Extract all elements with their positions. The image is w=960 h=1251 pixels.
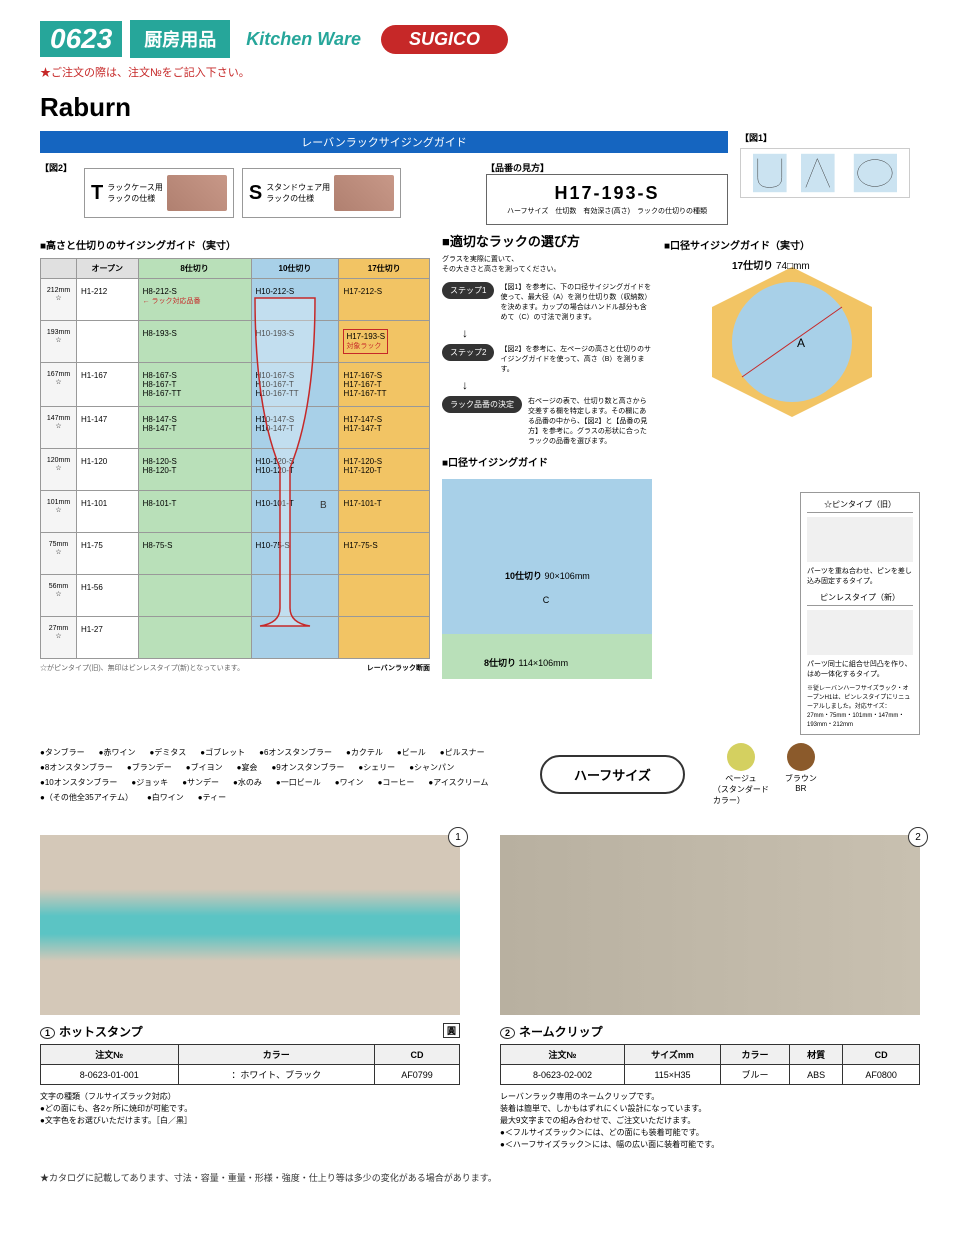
half-size-badge: ハーフサイズ xyxy=(540,755,685,794)
s-box: S スタンドウェア用 ラックの仕様 xyxy=(242,168,401,218)
color-swatch: ベージュ（スタンダード カラー） xyxy=(713,743,769,806)
order-notice: ★ご注文の際は、注文№をご記入下さい。 xyxy=(40,64,920,80)
brand-logo: SUGICO xyxy=(381,25,508,54)
product-2: 2 2ネームクリップ 注文№サイズmmカラー材質CD8-0623-02-0021… xyxy=(500,835,920,1151)
category-en: Kitchen Ware xyxy=(246,29,361,50)
sub-brand: Raburn xyxy=(40,92,920,123)
zu2-label: 【図2】 xyxy=(40,161,72,225)
guide-banner: レーバンラックサイジングガイド xyxy=(40,131,728,153)
color-swatch: ブラウンBR xyxy=(785,743,817,806)
bottom-note: ☆がピンタイプ(旧)、無印はピンレスタイプ(新)となっています。 xyxy=(40,663,244,673)
diameter-title: ■口径サイジングガイド（実寸） xyxy=(664,237,920,252)
zu1-label: 【図1】 xyxy=(740,131,920,144)
square-title: ■口径サイジングガイド xyxy=(442,454,652,469)
hexagon-guide: A 17仕切り 74□mm xyxy=(702,262,882,422)
zu1-diagram xyxy=(740,148,910,198)
selection-sub: グラスを実際に置いて、 その大きさと高さを測ってください。 xyxy=(442,254,652,274)
category-jp: 厨房用品 xyxy=(130,20,230,58)
pin-types: ☆ピンタイプ（旧） パーツを重ね合わせ、ピンを差し込み固定するタイプ。 ピンレス… xyxy=(800,492,920,735)
selection-title: ■適切なラックの選び方 xyxy=(442,231,652,250)
product-image: 2 xyxy=(500,835,920,1015)
sizing-table: オープン8仕切り10仕切り17仕切り 212mm☆ H1-212 H8-212-… xyxy=(40,258,430,659)
glass-types-list: タンブラー赤ワインデミタスゴブレット6オンスタンブラーカクテルビールピルスナー8… xyxy=(40,747,500,803)
product-image: 1 xyxy=(40,835,460,1015)
table-caption: レーバンラック断面 xyxy=(367,663,430,673)
product-table: 注文№サイズmmカラー材質CD8-0623-02-002115×H35ブルーAB… xyxy=(500,1044,920,1085)
page-header: 0623 厨房用品 Kitchen Ware SUGICO xyxy=(40,20,920,58)
sizing-title: ■高さと仕切りのサイジングガイド（実寸） xyxy=(40,237,430,252)
product-table: 注文№カラーCD8-0623-01-001：ホワイト、ブラックAF0799 xyxy=(40,1044,460,1085)
svg-text:A: A xyxy=(797,336,805,350)
t-image xyxy=(167,175,227,211)
code-box: H17-193-S ハーフサイズ 仕切数 有効深さ(高さ) ラックの仕切りの種類 xyxy=(486,174,728,225)
code-label: 【品番の見方】 xyxy=(486,161,728,174)
page-number: 0623 xyxy=(40,21,122,57)
t-box: T ラックケース用 ラックの仕様 xyxy=(84,168,234,218)
square-guide: 10仕切り 90×106mm C 8仕切り 114×106mm xyxy=(442,479,652,679)
s-image xyxy=(334,175,394,211)
product-1: 1 1ホットスタンプ 圓 注文№カラーCD8-0623-01-001：ホワイト、… xyxy=(40,835,460,1151)
footer-note: カタログに記載してあります、寸法・容量・重量・形様・強度・仕上り等は多少の変化が… xyxy=(40,1171,920,1184)
